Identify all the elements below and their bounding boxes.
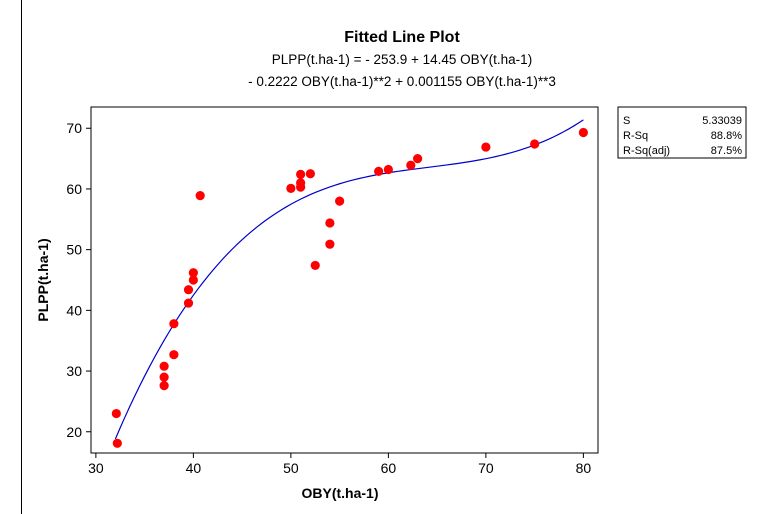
data-point: [112, 438, 122, 448]
data-point: [183, 298, 194, 308]
x-tick-label: 50: [283, 460, 299, 476]
x-axis: 30 40 50 60 70 80: [88, 453, 591, 476]
regression-equation-line-1: PLPP(t.ha-1) = - 253.9 + 14.45 OBY(t.ha-…: [272, 52, 532, 67]
data-point: [335, 196, 345, 206]
data-point: [286, 183, 296, 193]
y-axis: 20 30 40 50 60 70: [66, 120, 91, 440]
y-tick-label: 30: [66, 363, 82, 379]
y-tick-label: 50: [66, 242, 82, 258]
stat-s-value: 5.33039: [702, 115, 742, 127]
data-point: [406, 160, 416, 170]
y-axis-label: PLPP(t.ha-1): [35, 238, 51, 321]
stats-box-frame: [617, 106, 747, 159]
x-tick-label: 80: [576, 460, 592, 476]
data-point: [413, 153, 423, 164]
x-axis-label: OBY(t.ha-1): [302, 485, 379, 501]
y-tick-label: 20: [66, 424, 82, 440]
fitted-regression-line: [114, 119, 584, 440]
data-point: [188, 275, 198, 285]
stats-box: S 5.33039 R-Sq 88.8% R-Sq(adj) 87.5%: [617, 106, 747, 159]
stat-rsq-value: 88.8%: [711, 130, 742, 142]
y-tick-label: 70: [66, 120, 82, 136]
stat-s-label: S: [623, 115, 630, 127]
stat-rsq-label: R-Sq: [623, 130, 648, 142]
y-tick-label: 40: [66, 302, 82, 318]
regression-equation-line-2: - 0.2222 OBY(t.ha-1)**2 + 0.001155 OBY(t…: [248, 74, 556, 89]
x-tick-label: 60: [381, 460, 397, 476]
stat-rsq-adj-value: 87.5%: [711, 145, 742, 157]
data-point: [530, 139, 540, 149]
data-point: [159, 361, 169, 371]
x-tick-label: 30: [88, 460, 104, 476]
data-point: [183, 285, 194, 295]
data-point: [383, 164, 393, 175]
x-tick-label: 40: [186, 460, 202, 476]
chart-title: Fitted Line Plot: [344, 29, 460, 46]
data-point: [169, 350, 179, 360]
data-point: [159, 372, 169, 382]
data-point: [296, 169, 306, 179]
data-point: [169, 319, 179, 329]
data-point: [195, 191, 205, 201]
plot-frame: [90, 106, 599, 454]
data-point: [188, 268, 198, 278]
data-point: [578, 127, 588, 138]
data-point: [111, 408, 121, 419]
data-point: [159, 381, 169, 391]
left-border-line: [21, 0, 22, 514]
data-point: [310, 260, 320, 271]
y-tick-label: 60: [66, 181, 82, 197]
data-point: [481, 142, 491, 152]
x-tick-label: 70: [478, 460, 494, 476]
data-point: [305, 169, 315, 179]
data-point: [374, 166, 384, 176]
data-point: [296, 182, 306, 192]
data-points: [111, 127, 588, 448]
data-point: [325, 239, 335, 249]
data-point: [325, 218, 335, 228]
stat-rsq-adj-label: R-Sq(adj): [623, 145, 670, 157]
